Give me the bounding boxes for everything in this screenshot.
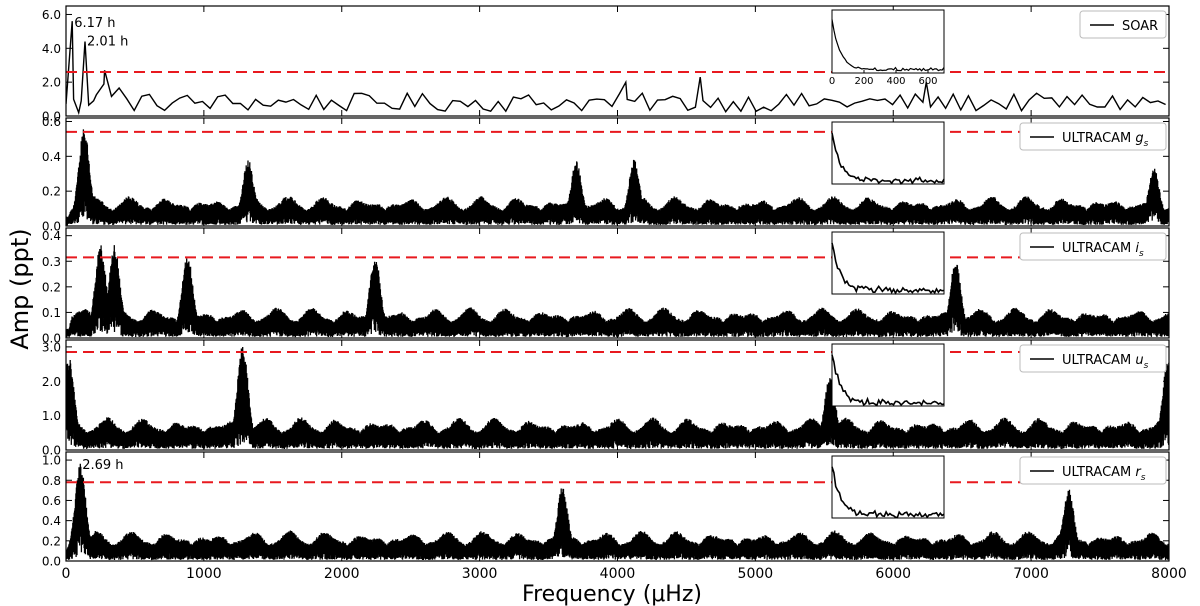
inset [831, 455, 945, 519]
inset [831, 231, 945, 295]
y-tick-label: 0.0 [42, 444, 61, 458]
inset-frame [831, 9, 945, 74]
plot-frame [65, 5, 1170, 117]
y-tick-label: 0.3 [42, 255, 61, 269]
y-tick-label: 0.2 [42, 185, 61, 199]
y-tick-label: 1.0 [42, 454, 61, 468]
y-tick-label: 0.1 [42, 306, 61, 320]
series-line-panel-5 [66, 463, 1169, 561]
y-tick-label: 0.4 [42, 514, 61, 528]
y-tick-label: 0.0 [42, 220, 61, 234]
x-axis-label: Frequency (μHz) [522, 582, 702, 606]
inset-series-line [831, 466, 945, 519]
x-tick-label: 2000 [324, 566, 360, 582]
y-tick-label: 2.0 [42, 375, 61, 389]
inset-series-line [831, 19, 945, 72]
x-tick-label: 4000 [600, 566, 636, 582]
series-line-panel-4 [66, 346, 1169, 450]
y-tick-label: 0.2 [42, 280, 61, 294]
y-tick-label: 4.0 [42, 42, 61, 56]
y-tick-label: 3.0 [42, 340, 61, 354]
panel-5: 0.0 0.2 0.4 0.6 0.8 1.0 0 1000 2000 3000 4000 5000 6… [42, 451, 1187, 582]
series-line-panel-3 [66, 245, 1169, 338]
x-tick-label: 7000 [1013, 566, 1049, 582]
x-tick-label: 8000 [1151, 566, 1187, 582]
x-tick-label: 3000 [462, 566, 498, 582]
legend-label-filter: r [1135, 465, 1142, 480]
y-tick-label: 0.0 [42, 555, 61, 569]
y-tick-label: 2.0 [42, 76, 61, 90]
inset [831, 343, 945, 407]
legend-box [1079, 10, 1167, 39]
y-tick-label: 0.8 [42, 474, 61, 488]
x-tick-label: 6000 [875, 566, 911, 582]
y-tick-label: 0.6 [42, 115, 61, 129]
legend-label-filter: g [1135, 131, 1143, 146]
legend-label-main: ULTRACAM [1062, 465, 1135, 480]
inset-frame [831, 121, 945, 185]
inset-series-line [831, 242, 945, 295]
legend: SOAR [1079, 10, 1167, 39]
legend-label: ULTRACAM rs [1062, 465, 1146, 483]
x-tick-label: 5000 [738, 566, 774, 582]
peak-annotation: 2.69 h [82, 458, 123, 473]
legend-box [1019, 122, 1167, 151]
legend: ULTRACAM is [1019, 232, 1167, 261]
panel-4: 0.0 1.0 2.0 3.0 ULTRACAM us [42, 339, 1170, 458]
panel-1: 0.0 2.0 4.0 6.0 SOAR 0 200 400 600 6.17 h 2.01 h [42, 5, 1170, 124]
panel-2: 0.0 0.2 0.4 0.6 ULTRACAM gs [42, 115, 1170, 234]
inset-frame [831, 231, 945, 295]
inset: 0 200 400 600 [829, 9, 945, 87]
legend: ULTRACAM rs [1019, 456, 1167, 485]
legend-label-subscript: s [1139, 249, 1144, 259]
series-line-panel-2 [66, 129, 1169, 226]
inset-series-line [831, 132, 945, 186]
inset-series-line [831, 354, 945, 407]
legend: ULTRACAM us [1019, 344, 1167, 373]
legend-label: ULTRACAM is [1062, 241, 1144, 259]
legend-label-filter: u [1135, 353, 1143, 368]
inset-x-tick-label: 200 [854, 76, 873, 87]
inset-x-tick-label: 600 [918, 76, 937, 87]
inset [831, 121, 945, 186]
legend: ULTRACAM gs [1019, 122, 1167, 151]
peak-annotation: 2.01 h [87, 35, 128, 50]
inset-x-tick-label: 0 [829, 76, 835, 87]
legend-label-main: ULTRACAM [1062, 241, 1135, 256]
legend-box [1019, 344, 1167, 373]
legend-label: SOAR [1122, 19, 1158, 34]
y-tick-label: 0.0 [42, 332, 61, 346]
legend-label-subscript: s [1144, 139, 1149, 149]
legend-label-main: ULTRACAM [1062, 131, 1135, 146]
inset-frame [831, 343, 945, 407]
legend-label: ULTRACAM us [1062, 353, 1149, 371]
y-tick-label: 0.6 [42, 494, 61, 508]
legend-label-subscript: s [1144, 361, 1149, 371]
y-tick-label: 1.0 [42, 409, 61, 423]
legend-label-subscript: s [1141, 473, 1146, 483]
y-tick-label: 0.4 [42, 150, 61, 164]
legend-label-filter: i [1135, 241, 1139, 256]
y-tick-label: 0.4 [42, 229, 61, 243]
peak-annotation: 6.17 h [74, 16, 115, 31]
legend-label: ULTRACAM gs [1062, 131, 1149, 149]
legend-box [1019, 232, 1167, 261]
x-tick-label: 1000 [186, 566, 222, 582]
y-tick-label: 6.0 [42, 8, 61, 22]
legend-box [1019, 456, 1167, 485]
series-line-soar [66, 21, 1166, 116]
y-tick-label: 0.0 [42, 110, 61, 124]
y-tick-label: 0.2 [42, 534, 61, 548]
legend-label-main: ULTRACAM [1062, 353, 1135, 368]
y-axis-label: Amp (ppt) [6, 228, 34, 349]
inset-x-tick-label: 400 [886, 76, 905, 87]
panel-3: 0.0 0.1 0.2 0.3 0.4 ULTRACAM is [42, 227, 1170, 346]
x-tick-label: 0 [62, 566, 71, 582]
legend-label-main: SOAR [1122, 19, 1158, 34]
